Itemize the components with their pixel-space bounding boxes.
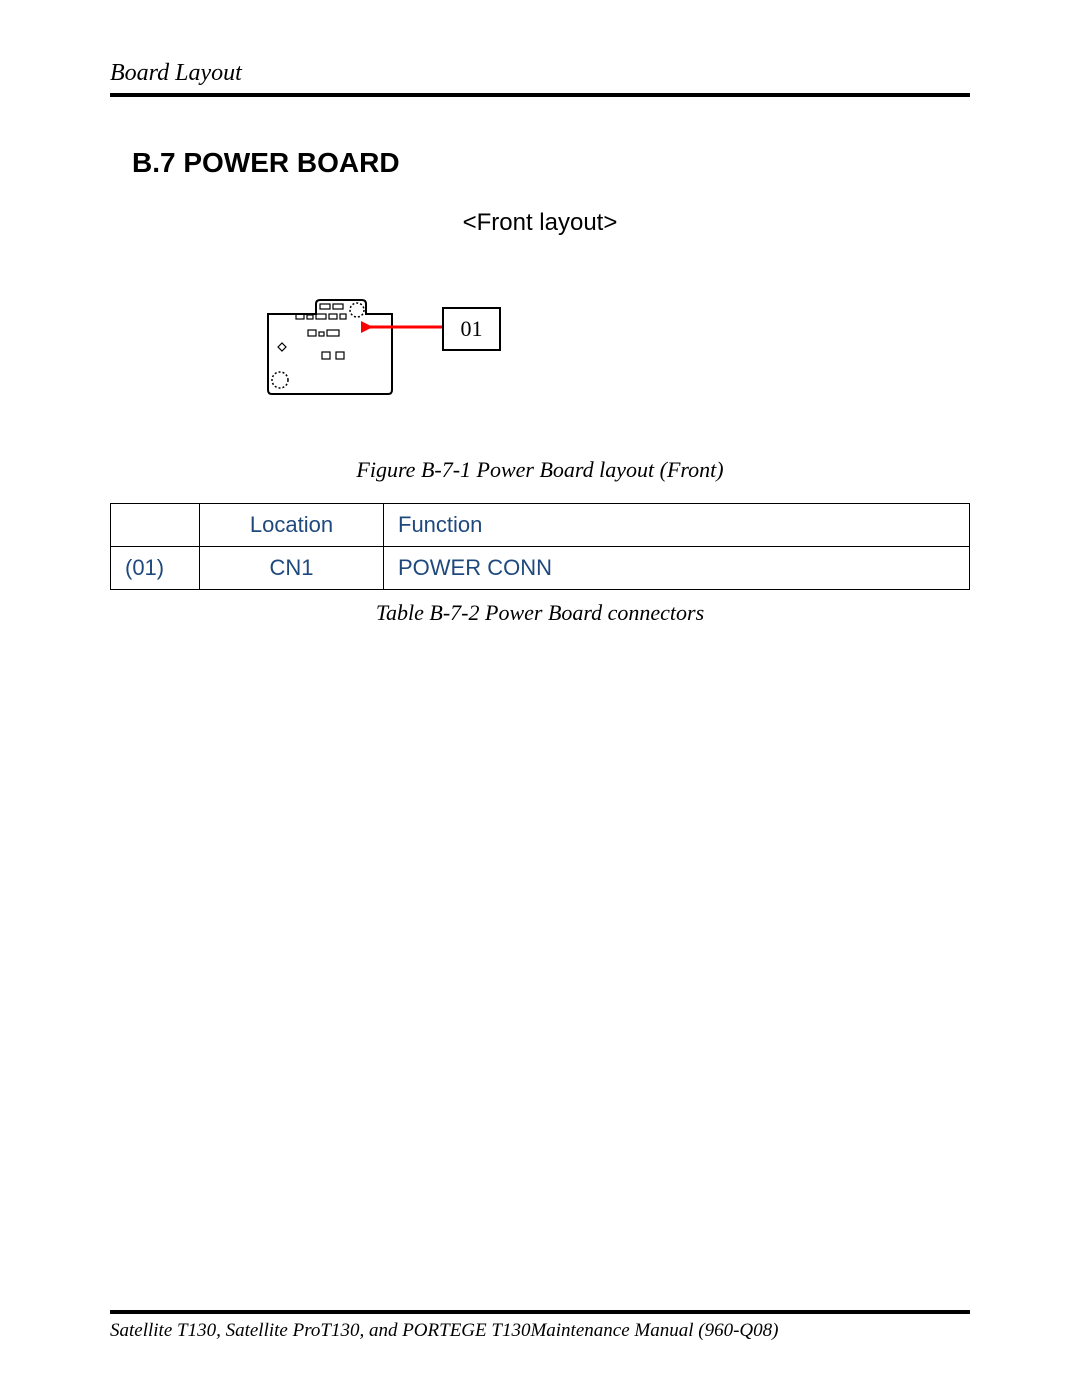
callout-01: 01 (442, 307, 501, 351)
page: Board Layout B.7 POWER BOARD <Front layo… (0, 0, 1080, 1397)
figure-caption: Figure B-7-1 Power Board layout (Front) (110, 457, 970, 483)
callout-arrow-icon (361, 317, 451, 341)
header-rule (110, 93, 970, 97)
board-diagram: 01 (110, 277, 970, 437)
cell-function: POWER CONN (384, 547, 970, 590)
page-header-title: Board Layout (110, 60, 970, 87)
power-board-icon (260, 292, 400, 402)
cell-id: (01) (111, 547, 200, 590)
table-header-location: Location (200, 504, 384, 547)
section-heading: B.7 POWER BOARD (132, 147, 970, 179)
footer-rule (110, 1310, 970, 1314)
table-header-row: Location Function (111, 504, 970, 547)
layout-subtitle: <Front layout> (110, 209, 970, 237)
connectors-table: Location Function (01) CN1 POWER CONN (110, 503, 970, 590)
table-row: (01) CN1 POWER CONN (111, 547, 970, 590)
callout-label: 01 (461, 316, 483, 342)
table-header-blank (111, 504, 200, 547)
table-header-function: Function (384, 504, 970, 547)
page-footer: Satellite T130, Satellite ProT130, and P… (110, 1310, 970, 1342)
footer-text: Satellite T130, Satellite ProT130, and P… (110, 1320, 970, 1342)
table-caption: Table B-7-2 Power Board connectors (110, 600, 970, 626)
cell-location: CN1 (200, 547, 384, 590)
